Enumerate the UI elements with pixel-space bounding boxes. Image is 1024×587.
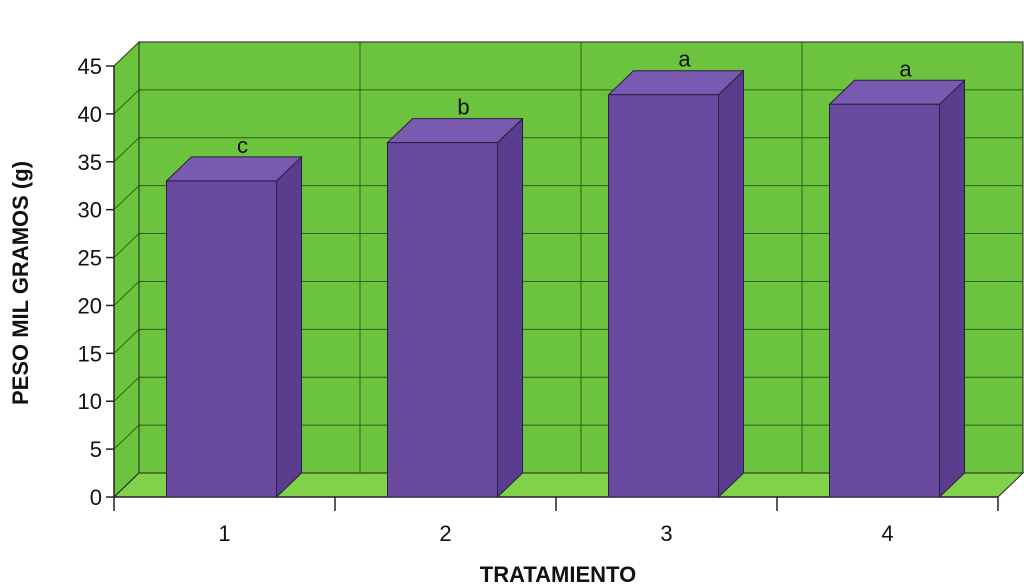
bar-front bbox=[608, 94, 719, 498]
y-tick-label: 0 bbox=[90, 485, 102, 510]
significance-label: c bbox=[237, 133, 248, 158]
significance-label: a bbox=[899, 56, 912, 81]
bar-1 bbox=[165, 155, 303, 499]
y-tick-label: 10 bbox=[78, 389, 102, 414]
significance-label: a bbox=[678, 47, 691, 72]
significance-label: b bbox=[457, 95, 469, 120]
gridline-side bbox=[113, 328, 140, 354]
y-tick-label: 25 bbox=[78, 246, 102, 271]
gridline-side bbox=[113, 185, 140, 211]
x-axis-title: TRATAMIENTO bbox=[480, 562, 636, 587]
bar-front bbox=[166, 180, 277, 498]
y-tick-label: 30 bbox=[78, 198, 102, 223]
x-tick-label: 3 bbox=[660, 521, 672, 546]
gridline-side bbox=[113, 137, 140, 163]
gridline-side bbox=[113, 233, 140, 258]
y-tick-label: 45 bbox=[78, 54, 102, 79]
bar-side bbox=[718, 69, 744, 499]
bar-3 bbox=[607, 69, 745, 499]
bar-side bbox=[497, 117, 523, 499]
x-tick-label: 1 bbox=[218, 521, 230, 546]
x-tick-label: 2 bbox=[439, 521, 451, 546]
bar-front bbox=[829, 103, 940, 498]
labels: 1 c 2 b 3 a 4 a bbox=[218, 47, 912, 546]
bar-2 bbox=[386, 117, 524, 499]
y-tick-label: 20 bbox=[78, 293, 102, 318]
y-axis-title: PESO MIL GRAMOS (g) bbox=[8, 161, 33, 405]
bars bbox=[165, 69, 966, 499]
bar-front bbox=[387, 142, 498, 498]
y-tick-label: 35 bbox=[78, 150, 102, 175]
y-tick-label: 15 bbox=[78, 341, 102, 366]
gridline-side bbox=[113, 376, 140, 402]
gridline-side bbox=[113, 41, 140, 67]
gridline-side bbox=[113, 89, 140, 115]
bar-4 bbox=[828, 79, 966, 499]
gridline-side bbox=[113, 281, 140, 306]
bar-side bbox=[939, 79, 965, 499]
bar-side bbox=[276, 155, 302, 499]
gridline-side bbox=[113, 424, 140, 450]
y-tick-label: 40 bbox=[78, 102, 102, 127]
x-tick-label: 4 bbox=[881, 521, 893, 546]
y-tick-label: 5 bbox=[90, 437, 102, 462]
